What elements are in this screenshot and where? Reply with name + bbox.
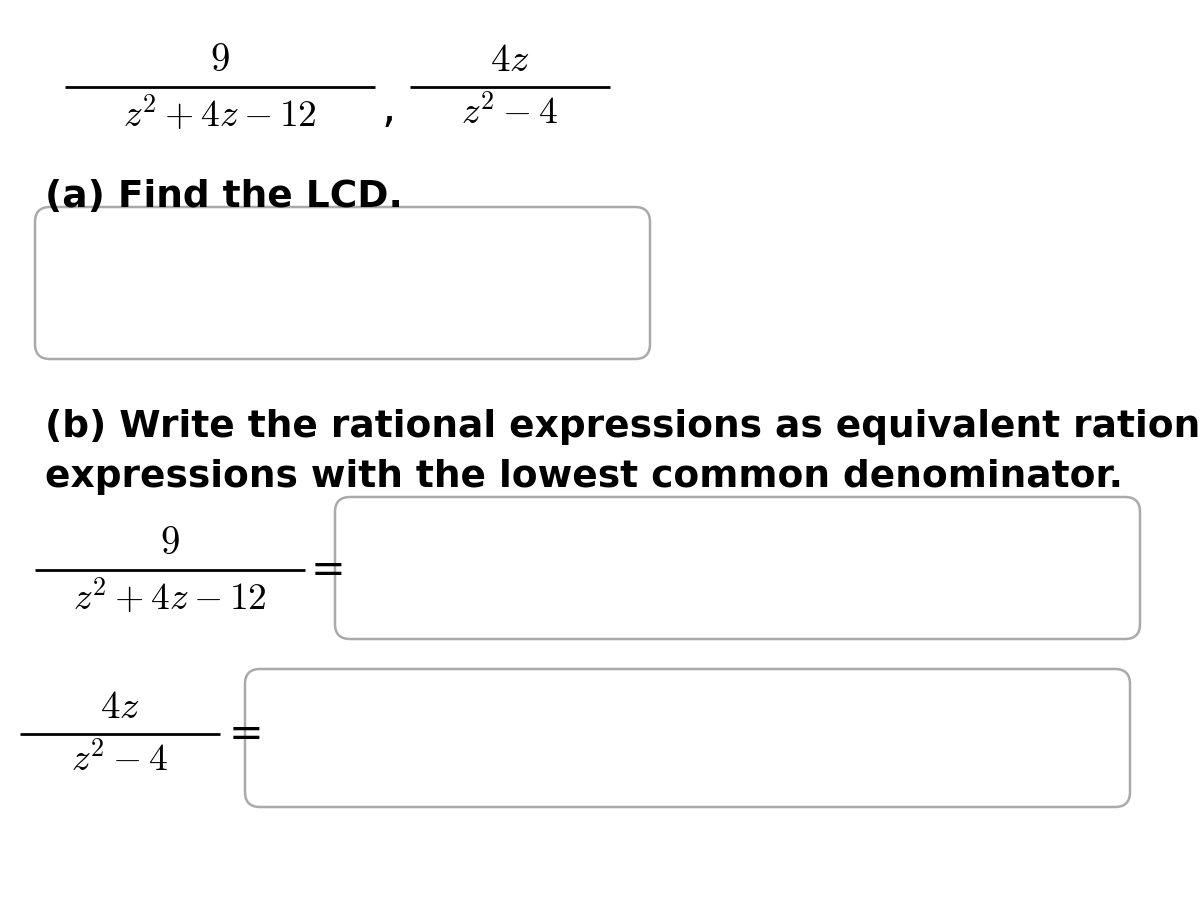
FancyBboxPatch shape (245, 669, 1130, 807)
FancyBboxPatch shape (335, 497, 1140, 639)
Text: $z^2+4z-12$: $z^2+4z-12$ (73, 578, 267, 617)
Text: $9$: $9$ (210, 44, 229, 79)
Text: $z^2-4$: $z^2-4$ (71, 742, 168, 779)
Text: expressions with the lowest common denominator.: expressions with the lowest common denom… (44, 459, 1123, 495)
Text: $4z$: $4z$ (490, 44, 530, 79)
FancyBboxPatch shape (35, 207, 650, 359)
Text: $=$: $=$ (301, 551, 342, 588)
Text: $z^2-4$: $z^2-4$ (461, 95, 558, 132)
Text: $z^2+4z-12$: $z^2+4z-12$ (123, 95, 317, 134)
Text: (b) Write the rational expressions as equivalent rational: (b) Write the rational expressions as eq… (44, 409, 1201, 445)
Text: (a) Find the LCD.: (a) Find the LCD. (44, 179, 402, 215)
Text: ,: , (382, 88, 396, 131)
Text: $4z$: $4z$ (100, 692, 139, 726)
Text: $9$: $9$ (160, 527, 180, 562)
Text: $=$: $=$ (220, 715, 261, 752)
